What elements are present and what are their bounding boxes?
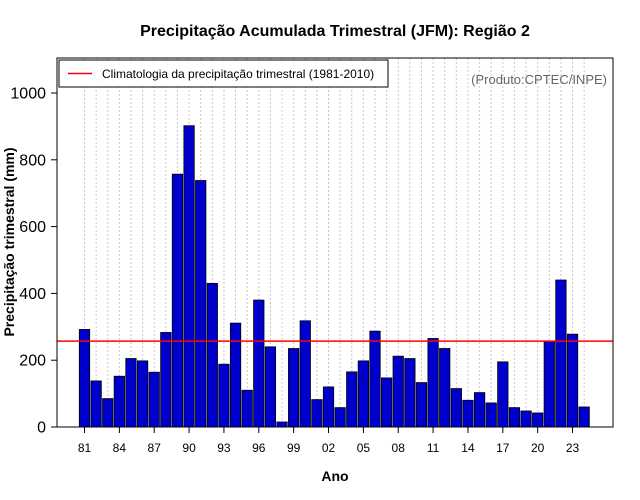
x-tick-label: 08 <box>392 441 406 455</box>
bar-1984 <box>113 375 125 428</box>
x-axis: 81 84 87 90 93 96 99 02 05 08 11 14 17 20 23 <box>78 427 580 455</box>
x-tick-label: 02 <box>322 441 336 455</box>
y-tick-label: 600 <box>19 219 46 236</box>
bar-2018 <box>508 407 521 428</box>
grid-layer <box>84 58 585 427</box>
bar-2007 <box>381 377 393 428</box>
bar-2012 <box>439 348 451 428</box>
bar-2003 <box>334 407 346 428</box>
x-tick-label: 14 <box>461 441 475 455</box>
bar-2001 <box>311 399 323 428</box>
bar-1997 <box>264 346 277 428</box>
bar-2019 <box>520 410 532 428</box>
bar-1982 <box>90 380 102 428</box>
bar-1999 <box>288 348 300 428</box>
y-axis-label: Precipitação trimestral (mm) <box>1 147 17 336</box>
legend-label: Climatologia da precipitação trimestral … <box>102 67 374 81</box>
bar-2002 <box>322 386 335 428</box>
bar-2015 <box>473 392 486 428</box>
bar-2024 <box>578 406 590 428</box>
x-tick-label: 96 <box>252 441 266 455</box>
bar-2017 <box>497 361 509 428</box>
plot-frame <box>56 57 614 428</box>
x-tick-label: 87 <box>148 441 162 455</box>
bar-2022 <box>555 279 567 428</box>
bar-1995 <box>241 389 253 428</box>
bar-layer <box>78 125 590 428</box>
bar-2005 <box>357 360 369 428</box>
bar-1989 <box>171 173 184 428</box>
y-tick-label: 200 <box>19 353 46 370</box>
x-tick-label: 90 <box>182 441 196 455</box>
bar-1991 <box>195 180 207 428</box>
bar-2013 <box>450 388 462 428</box>
bar-1993 <box>218 363 230 428</box>
bar-1986 <box>136 360 149 428</box>
x-tick-label: 17 <box>496 441 510 455</box>
y-axis: 0 200 400 600 800 1000 <box>10 86 57 437</box>
legend-box <box>58 59 389 88</box>
bar-1981 <box>78 329 91 428</box>
bar-2000 <box>299 320 311 428</box>
x-tick-label: 11 <box>427 441 440 455</box>
bar-2014 <box>462 399 474 428</box>
y-tick-label: 400 <box>19 286 46 303</box>
bar-1994 <box>229 322 242 428</box>
bar-2010 <box>415 382 428 428</box>
bar-1987 <box>148 371 160 428</box>
x-tick-label: 93 <box>217 441 231 455</box>
bar-2011 <box>427 338 439 428</box>
x-tick-label: 05 <box>357 441 371 455</box>
x-tick-label: 20 <box>531 441 545 455</box>
y-tick-label: 0 <box>37 420 46 437</box>
bar-2004 <box>346 371 358 428</box>
bar-2008 <box>392 355 404 428</box>
y-tick-label: 800 <box>19 152 46 169</box>
bar-1996 <box>253 299 265 428</box>
x-tick-label: 84 <box>113 441 127 455</box>
x-tick-label: 81 <box>78 441 92 455</box>
y-tick-label: 1000 <box>10 86 46 103</box>
chart-title: Precipitação Acumulada Trimestral (JFM):… <box>140 23 530 40</box>
bar-2016 <box>485 402 497 428</box>
x-tick-label: 23 <box>566 441 580 455</box>
bar-1988 <box>160 332 172 428</box>
legend: Climatologia da precipitação trimestral … <box>58 59 389 88</box>
bar-1985 <box>125 358 137 428</box>
bar-1992 <box>206 282 218 428</box>
bar-1998 <box>276 421 288 428</box>
bar-2006 <box>369 330 381 428</box>
bar-2021 <box>543 340 555 428</box>
bar-2023 <box>566 333 579 428</box>
x-tick-label: 99 <box>287 441 301 455</box>
bar-1983 <box>102 398 114 428</box>
bar-2020 <box>532 412 544 428</box>
x-axis-label: Ano <box>321 468 348 484</box>
bar-2009 <box>404 358 416 428</box>
bar-1990 <box>183 125 195 428</box>
credit-text: (Produto:CPTEC/INPE) <box>471 72 607 87</box>
